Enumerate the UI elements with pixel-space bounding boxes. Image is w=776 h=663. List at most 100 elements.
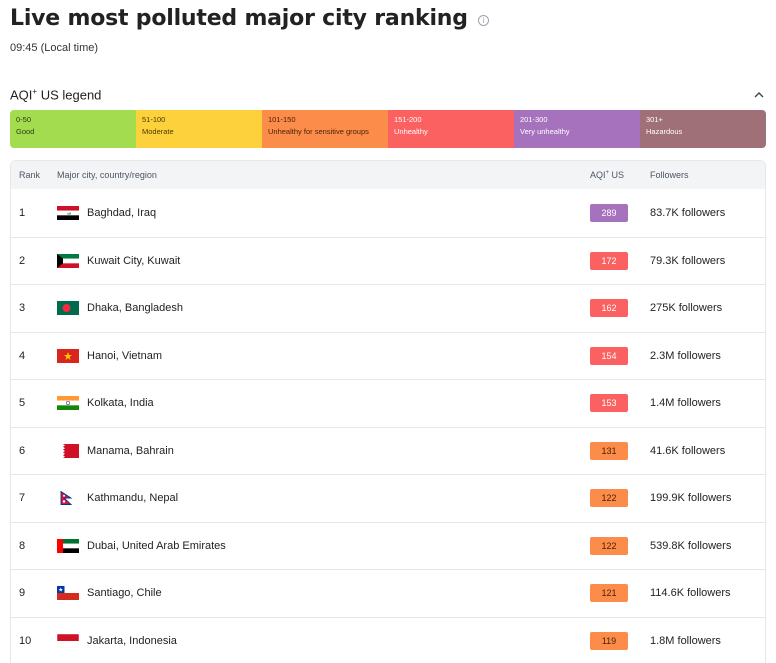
rank-cell: 3 [19,302,26,315]
legend-label: Hazardous [646,127,683,136]
city-cell[interactable]: Kathmandu, Nepal [57,491,590,506]
legend-label: Very unhealthy [520,127,570,136]
legend-range: 101-150 [268,115,296,124]
city-cell[interactable]: Manama, Bahrain [57,443,590,458]
aqi-badge: 122 [590,489,628,508]
followers-cell: 41.6K followers [650,444,726,457]
flag-indonesia-icon [57,633,79,648]
rank-cell: 10 [19,634,32,647]
table-row[interactable]: 7 Kathmandu, Nepal 122 199.9K followers [11,474,765,522]
legend-segment: 0-50 Good [10,110,136,148]
legend-segment: 301+ Hazardous [640,110,766,148]
aqi-cell: 153 [590,394,650,413]
flag-iraq-icon: ﷲ [57,205,79,220]
city-name[interactable]: Jakarta, Indonesia [87,634,177,647]
city-name[interactable]: Baghdad, Iraq [87,206,157,219]
legend-label: Unhealthy [394,127,428,136]
aqi-badge: 172 [590,251,628,270]
city-cell[interactable]: Hanoi, Vietnam [57,348,590,363]
flag-kuwait-icon [57,253,79,268]
city-name[interactable]: Santiago, Chile [87,587,162,600]
city-cell[interactable]: Dhaka, Bangladesh [57,301,590,316]
followers-cell: 1.8M followers [650,634,721,647]
local-time: 09:45 (Local time) [10,42,99,54]
rank-cell: 4 [19,349,26,362]
legend-title: AQI+ US legend [10,87,102,103]
followers-cell: 83.7K followers [650,206,726,219]
legend-label: Moderate [142,127,174,136]
followers-cell: 114.6K followers [650,587,731,600]
city-cell[interactable]: Kuwait City, Kuwait [57,253,590,268]
table-row[interactable]: 10 Jakarta, Indonesia 119 1.8M followers [11,616,765,663]
legend-segment: 151-200 Unhealthy [388,110,514,148]
legend-label: Unhealthy for sensitive groups [268,127,369,136]
table-row[interactable]: 5 Kolkata, India 153 1.4M followers [11,379,765,427]
aqi-badge: 119 [590,631,628,650]
city-name[interactable]: Manama, Bahrain [87,444,174,457]
aqi-badge: 122 [590,536,628,555]
table-row[interactable]: 2 Kuwait City, Kuwait 172 79.3K follower… [11,236,765,285]
city-cell[interactable]: Kolkata, India [57,396,590,411]
table-row[interactable]: 8 Dubai, United Arab Emirates 122 539.8K… [11,521,765,570]
followers-cell: 1.4M followers [650,397,721,410]
table-row[interactable]: 1 ﷲ Baghdad, Iraq 289 83.7K followers [11,189,765,237]
rank-cell: 5 [19,397,26,410]
legend-range: 0-50 [16,115,32,124]
city-cell[interactable]: Santiago, Chile [57,586,590,601]
ranking-table: Rank Major city, country/region AQI+ US … [10,160,766,663]
legend-label: Good [16,127,35,136]
legend-segment: 201-300 Very unhealthy [514,110,640,148]
city-name[interactable]: Dhaka, Bangladesh [87,302,184,315]
header-followers: Followers [650,170,689,180]
legend-range: 201-300 [520,115,548,124]
aqi-cell: 122 [590,489,650,508]
header-city: Major city, country/region [57,170,157,180]
aqi-badge: 131 [590,441,628,460]
aqi-cell: 172 [590,251,650,270]
title-row: Live most polluted major city ranking i [10,6,489,31]
rank-cell: 1 [19,206,26,219]
rank-cell: 2 [19,254,26,267]
info-icon[interactable]: i [477,15,489,26]
table-row[interactable]: 9 Santiago, Chile 121 114.6K followers [11,569,765,617]
legend-segment: 51-100 Moderate [136,110,262,148]
legend-range: 301+ [646,115,663,124]
flag-bangladesh-icon [57,301,79,316]
flag-vietnam-icon [57,348,79,363]
table-row[interactable]: 6 Manama, Bahrain 131 41.6K followers [11,426,765,475]
aqi-legend-bar: 0-50 Good 51-100 Moderate 101-150 Unhealthy f… [10,110,766,148]
city-cell[interactable]: ﷲ Baghdad, Iraq [57,205,590,220]
header-aqi: AQI+ US [590,170,625,180]
aqi-cell: 131 [590,441,650,460]
city-name[interactable]: Dubai, United Arab Emirates [87,539,226,552]
rank-cell: 9 [19,587,26,600]
legend-segment: 101-150 Unhealthy for sensitive groups [262,110,388,148]
aqi-cell: 162 [590,299,650,318]
legend-header[interactable]: AQI+ US legend [10,87,766,102]
legend-range: 51-100 [142,115,166,124]
legend-range: 151-200 [394,115,422,124]
header-rank: Rank [19,170,41,180]
flag-india-icon [57,396,79,411]
aqi-badge: 121 [590,584,628,603]
city-name[interactable]: Hanoi, Vietnam [87,349,163,362]
chevron-up-icon[interactable] [752,88,766,102]
table-row[interactable]: 3 Dhaka, Bangladesh 162 275K followers [11,284,765,332]
table-row[interactable]: 4 Hanoi, Vietnam 154 2.3M followers [11,331,765,380]
flag-uae-icon [57,538,79,553]
city-name[interactable]: Kolkata, India [87,397,154,410]
city-name[interactable]: Kathmandu, Nepal [87,492,179,505]
flag-bahrain-icon [57,443,79,458]
aqi-badge: 154 [590,346,628,365]
svg-text:ﷲ: ﷲ [67,211,71,215]
aqi-cell: 289 [590,203,650,222]
city-cell[interactable]: Dubai, United Arab Emirates [57,538,590,553]
followers-cell: 2.3M followers [650,349,721,362]
city-name[interactable]: Kuwait City, Kuwait [87,254,181,267]
followers-cell: 199.9K followers [650,492,732,505]
followers-cell: 275K followers [650,302,723,315]
aqi-badge: 153 [590,394,628,413]
rank-cell: 8 [19,539,26,552]
aqi-badge: 289 [590,203,628,222]
city-cell[interactable]: Jakarta, Indonesia [57,633,590,648]
